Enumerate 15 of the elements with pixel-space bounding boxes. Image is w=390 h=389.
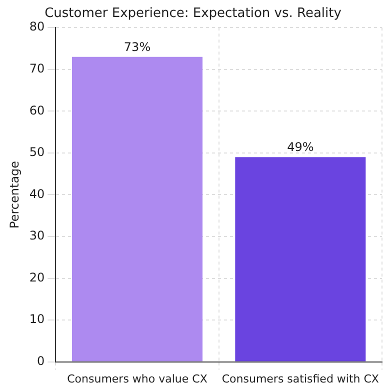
data-label: 73% — [124, 40, 151, 54]
data-label: 49% — [287, 140, 314, 154]
y-tick-label: 80 — [29, 20, 45, 34]
y-tick-label: 30 — [29, 228, 45, 243]
y-tick-label: 70 — [29, 62, 45, 76]
y-tick-label: 20 — [29, 270, 45, 284]
chart-title: Customer Experience: Expectation vs. Reality — [44, 6, 342, 22]
y-tick-label: 0 — [37, 354, 45, 368]
y-axis-title: Percentage — [7, 160, 22, 228]
y-tick-label: 40 — [29, 186, 45, 201]
x-tick-label: Consumers who value CX — [67, 372, 208, 386]
y-tick-label: 10 — [29, 312, 45, 326]
y-tick-label: 50 — [29, 145, 45, 160]
x-tick-label: Consumers satisfied with CX — [222, 372, 380, 386]
y-tick-label: 60 — [29, 103, 45, 118]
